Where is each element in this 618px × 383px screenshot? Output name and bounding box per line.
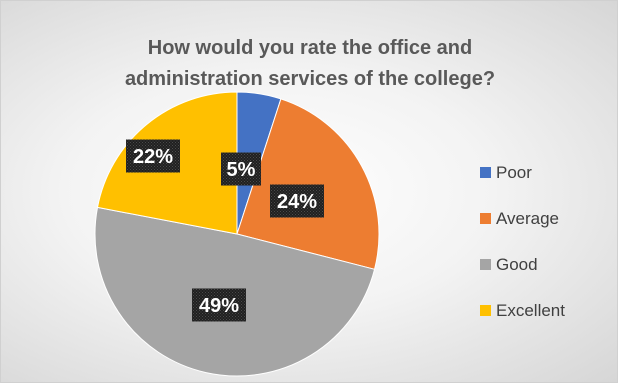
- pie-slices: [94, 91, 380, 377]
- legend-label: Average: [496, 209, 559, 228]
- legend-item-excellent: Excellent: [480, 301, 565, 320]
- data-label-average: 24%: [270, 184, 324, 218]
- data-label-text: 22%: [133, 146, 173, 168]
- legend-item-poor: Poor: [480, 163, 532, 182]
- data-label-excellent: 22%: [126, 139, 180, 173]
- data-label-text: 5%: [227, 159, 256, 181]
- data-label-box: [126, 139, 180, 173]
- legend: Poor Average Good Excellent: [480, 163, 565, 320]
- legend-label: Excellent: [496, 301, 565, 320]
- legend-swatch: [480, 305, 491, 316]
- data-label-box: [221, 152, 261, 186]
- chart-title-line-1: How would you rate the office and: [147, 37, 473, 59]
- legend-item-average: Average: [480, 209, 559, 228]
- legend-swatch: [480, 167, 491, 178]
- data-label-box: [192, 288, 246, 322]
- pie-slice-average: [236, 98, 380, 270]
- chart-title-line-2: administration services of the college?: [124, 68, 496, 90]
- data-label-box: [270, 184, 324, 218]
- legend-swatch: [480, 259, 491, 270]
- chart-title: How would you rate the office and admini…: [1, 33, 617, 95]
- data-label-text: 49%: [199, 295, 239, 317]
- data-label-poor: 5%: [221, 152, 261, 186]
- legend-label: Poor: [496, 163, 532, 182]
- legend-item-good: Good: [480, 255, 538, 274]
- legend-label: Good: [496, 255, 538, 274]
- data-label-good: 49%: [192, 288, 246, 322]
- pie-data-labels: 5% 24% 49% 22%: [126, 139, 324, 322]
- legend-swatch: [480, 213, 491, 224]
- data-label-text: 24%: [277, 191, 317, 213]
